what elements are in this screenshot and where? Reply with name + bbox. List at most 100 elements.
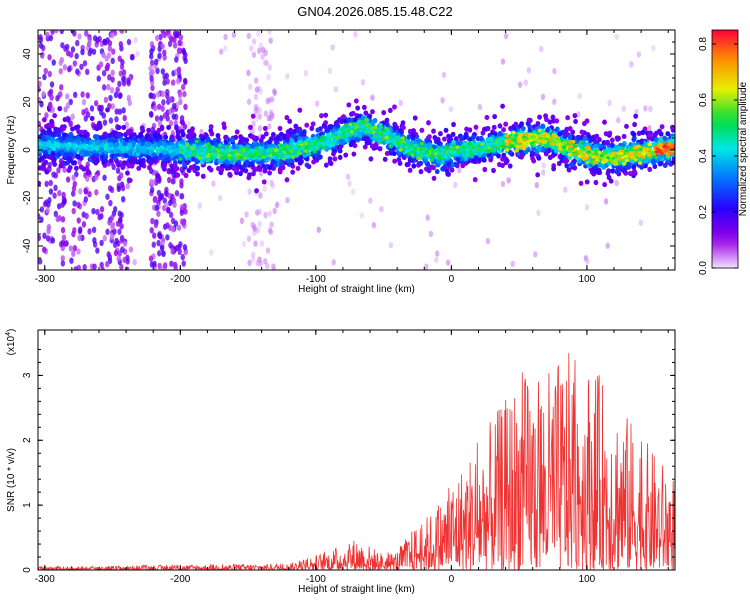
spectrogram-cell: [62, 64, 68, 71]
spectrogram-cell: [76, 217, 81, 224]
spectrogram-cell: [112, 206, 118, 213]
spectrogram-cell: [107, 40, 113, 47]
spectrogram-cell: [99, 147, 104, 153]
spectrogram-cell: [38, 258, 43, 265]
spectrogram-cell: [335, 135, 340, 140]
spectrogram-cell: [51, 59, 56, 66]
spectrogram-cell: [628, 151, 634, 155]
spectrogram-cell: [332, 156, 338, 162]
spectrogram-cell: [109, 87, 115, 94]
spectrogram-cell: [161, 250, 166, 258]
spectrogram-cell: [567, 152, 572, 157]
spectrogram-cell: [165, 222, 170, 229]
spectrogram-cell: [607, 152, 613, 157]
spectrogram-cell: [110, 32, 115, 39]
spectrogram-cell: [106, 52, 112, 59]
spectrogram-cell: [626, 161, 631, 168]
spectrogram-cell: [250, 256, 256, 263]
spectrogram-cell: [247, 259, 252, 267]
spectrogram-cell: [636, 153, 642, 158]
spectrogram-cell: [116, 255, 121, 262]
spectrogram-cell: [149, 53, 154, 60]
spectrogram-cell: [539, 133, 544, 137]
spectrogram-cell: [113, 249, 119, 257]
spectrogram-cell: [343, 152, 349, 158]
spectrogram-cell: [97, 214, 102, 221]
spectrogram-cell: [631, 136, 637, 142]
spectrogram-cell: [173, 264, 178, 270]
spectrogram-cell: [246, 32, 251, 40]
spectrogram-cell: [530, 155, 536, 162]
spectrogram-cell: [304, 122, 310, 128]
spectrogram-cell: [434, 256, 439, 264]
spectrogram-cell: [619, 151, 624, 156]
spectrogram-cell: [162, 54, 167, 61]
spectrogram-cell: [633, 113, 639, 119]
spectrogram-cell: [363, 129, 369, 134]
spectrogram-cell: [99, 104, 104, 112]
spectrogram-cell: [352, 142, 358, 149]
spectrogram-cell: [418, 147, 424, 152]
spectrogram-cell: [350, 188, 356, 195]
spectrogram-cell: [297, 107, 303, 113]
spectrogram-cell: [50, 30, 55, 35]
spectrogram-cell: [181, 260, 186, 267]
spectrogram-cell: [434, 250, 440, 257]
spectrogram-cell: [156, 127, 162, 133]
spectrogram-cell: [540, 123, 546, 129]
spectrogram-cell: [208, 167, 214, 173]
spectrogram-cell: [607, 148, 613, 154]
spectrogram-cell: [604, 158, 609, 163]
spectrogram-cell: [83, 188, 89, 195]
spectrogram-cell: [306, 137, 311, 142]
spectrogram-cell: [91, 207, 96, 215]
spectrogram-cell: [274, 148, 279, 153]
spectrogram-cell: [223, 45, 228, 52]
spectrogram-cell: [127, 142, 132, 148]
spectrogram-cell: [606, 168, 612, 174]
spectrogram-cell: [233, 167, 239, 173]
spectrogram-cell: [119, 30, 125, 34]
spectrogram-cell: [562, 141, 567, 145]
spectrogram-cell: [565, 115, 571, 121]
spectrogram-cell: [182, 77, 188, 85]
spectrogram-cell: [234, 129, 240, 135]
spectrogram-cell: [441, 71, 447, 79]
spectrogram-cell: [99, 261, 104, 269]
spectrogram-cell: [122, 256, 127, 264]
spectrogram-cell: [596, 137, 602, 143]
spectrogram-cell: [429, 158, 435, 162]
spectrogram-cell: [658, 137, 664, 143]
spectrogram-cell: [364, 123, 370, 128]
spectrogram-cell: [568, 162, 574, 168]
spectrogram-cell: [80, 136, 86, 142]
spectrogram-cell: [392, 125, 398, 131]
spectrogram-cell: [379, 205, 384, 213]
spectrogram-cell: [56, 203, 62, 210]
spectrogram-cell: [431, 175, 437, 181]
spectrogram-cell: [85, 92, 90, 99]
spectrogram-cell: [53, 210, 59, 218]
spectrogram-cell: [291, 133, 296, 139]
spectrogram-cell: [439, 147, 445, 152]
spectrogram-cell: [41, 129, 47, 136]
spectrogram-cell: [162, 31, 167, 39]
spectrogram-cell: [527, 127, 533, 133]
spectrogram-cell: [257, 220, 263, 228]
spectrogram-cell: [139, 162, 144, 168]
spectrogram-cell: [261, 155, 267, 159]
spectrogram-cell: [360, 79, 366, 86]
spectrogram-cell: [203, 132, 209, 138]
spectrogram-cell: [265, 262, 270, 270]
spectrogram-cell: [404, 149, 410, 153]
spectrogram-cell: [149, 227, 154, 234]
spectrogram-cell: [395, 141, 401, 145]
spectrogram-cell: [647, 132, 653, 138]
spectrogram-cell: [45, 31, 50, 39]
spectrogram-cell: [162, 49, 167, 56]
spectrogram-cell: [71, 174, 76, 181]
spectrogram-cell: [148, 156, 154, 163]
spectrogram-cell: [60, 239, 65, 247]
spectrogram-cell: [171, 102, 177, 110]
spectrogram-cell: [573, 144, 578, 148]
